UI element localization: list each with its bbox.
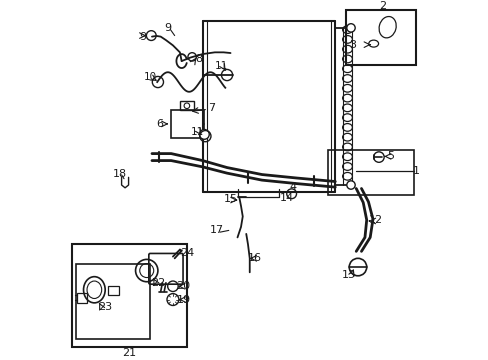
Bar (171, 110, 204, 138)
Text: 16: 16 (247, 253, 262, 264)
Bar (180, 101, 193, 110)
Circle shape (199, 130, 209, 139)
Text: 10: 10 (143, 72, 157, 82)
Text: 3: 3 (348, 40, 356, 50)
Text: 2: 2 (378, 1, 385, 11)
Text: 13: 13 (342, 270, 356, 280)
Bar (77, 293, 87, 303)
Text: 12: 12 (367, 215, 382, 225)
Text: 5: 5 (387, 152, 394, 161)
Text: 9: 9 (164, 23, 171, 33)
Bar (72, 244, 186, 347)
Bar (108, 286, 119, 295)
Text: 17: 17 (209, 225, 223, 235)
Text: 6: 6 (156, 119, 163, 129)
Text: 11: 11 (190, 127, 203, 137)
Circle shape (346, 181, 354, 189)
Text: 14: 14 (279, 193, 293, 203)
Text: 20: 20 (176, 281, 190, 291)
Text: 1: 1 (412, 166, 419, 176)
Text: 22: 22 (150, 278, 164, 288)
Text: 8: 8 (195, 54, 202, 64)
Bar (345, 10, 415, 64)
Text: 23: 23 (98, 302, 112, 312)
Text: 24: 24 (180, 248, 194, 258)
Text: 11: 11 (215, 61, 228, 71)
Circle shape (346, 24, 354, 32)
Text: 7: 7 (207, 103, 214, 113)
Bar (327, 150, 413, 195)
Text: 4: 4 (289, 182, 296, 192)
Text: 15: 15 (223, 194, 237, 204)
Text: 19: 19 (176, 294, 190, 305)
Bar (76, 264, 149, 339)
Text: 9: 9 (140, 32, 146, 42)
Text: 18: 18 (112, 169, 126, 179)
Text: 21: 21 (122, 348, 136, 358)
